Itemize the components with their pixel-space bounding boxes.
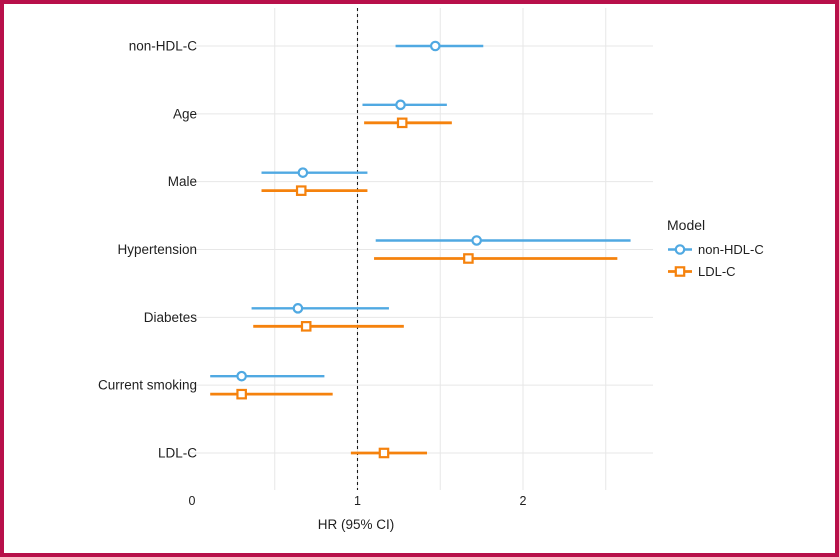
legend-item-non_hdl_c: non-HDL-C <box>668 242 764 257</box>
x-axis-title: HR (95% CI) <box>318 517 395 532</box>
category-label: Diabetes <box>144 310 198 325</box>
series-non_hdl_c <box>210 40 631 382</box>
point-marker-square <box>295 185 307 196</box>
legend-title: Model <box>667 217 705 233</box>
point-marker-square <box>236 388 247 400</box>
point-marker-circle <box>292 303 304 314</box>
series-group <box>210 40 631 459</box>
legend-item-label: non-HDL-C <box>698 242 764 257</box>
legend: Model non-HDL-C LDL-C <box>667 217 764 279</box>
category-label: Male <box>168 174 197 189</box>
x-tick-label: 0 <box>189 494 196 508</box>
point-marker-circle <box>236 370 247 382</box>
category-label: Age <box>173 106 197 121</box>
category-labels-group: non-HDL-C Age Male Hypertension Diabetes Curr… <box>98 39 197 461</box>
x-tick-label: 1 <box>354 494 361 508</box>
series-ldl_c <box>210 117 618 459</box>
point-marker-square <box>396 117 408 129</box>
forest-plot: non-HDL-C Age Male Hypertension Diabetes Curr… <box>98 8 764 532</box>
legend-marker-circle <box>674 244 686 255</box>
point-marker-circle <box>297 167 309 178</box>
point-marker-circle <box>471 235 482 246</box>
x-axis-group: 0 1 2 <box>189 494 527 508</box>
point-marker-square <box>463 253 474 264</box>
point-marker-circle <box>429 40 441 52</box>
point-marker-circle <box>395 99 406 111</box>
category-label: Current smoking <box>98 378 197 393</box>
point-marker-square <box>378 447 390 459</box>
category-label: LDL-C <box>158 445 197 460</box>
point-marker-square <box>300 321 312 332</box>
category-label: Hypertension <box>117 242 197 257</box>
category-label: non-HDL-C <box>129 39 198 54</box>
legend-marker-square <box>674 266 686 277</box>
legend-item-ldl_c: LDL-C <box>668 264 736 279</box>
legend-item-label: LDL-C <box>698 264 736 279</box>
row-gridlines-group <box>190 45 653 454</box>
x-tick-label: 2 <box>520 494 527 508</box>
